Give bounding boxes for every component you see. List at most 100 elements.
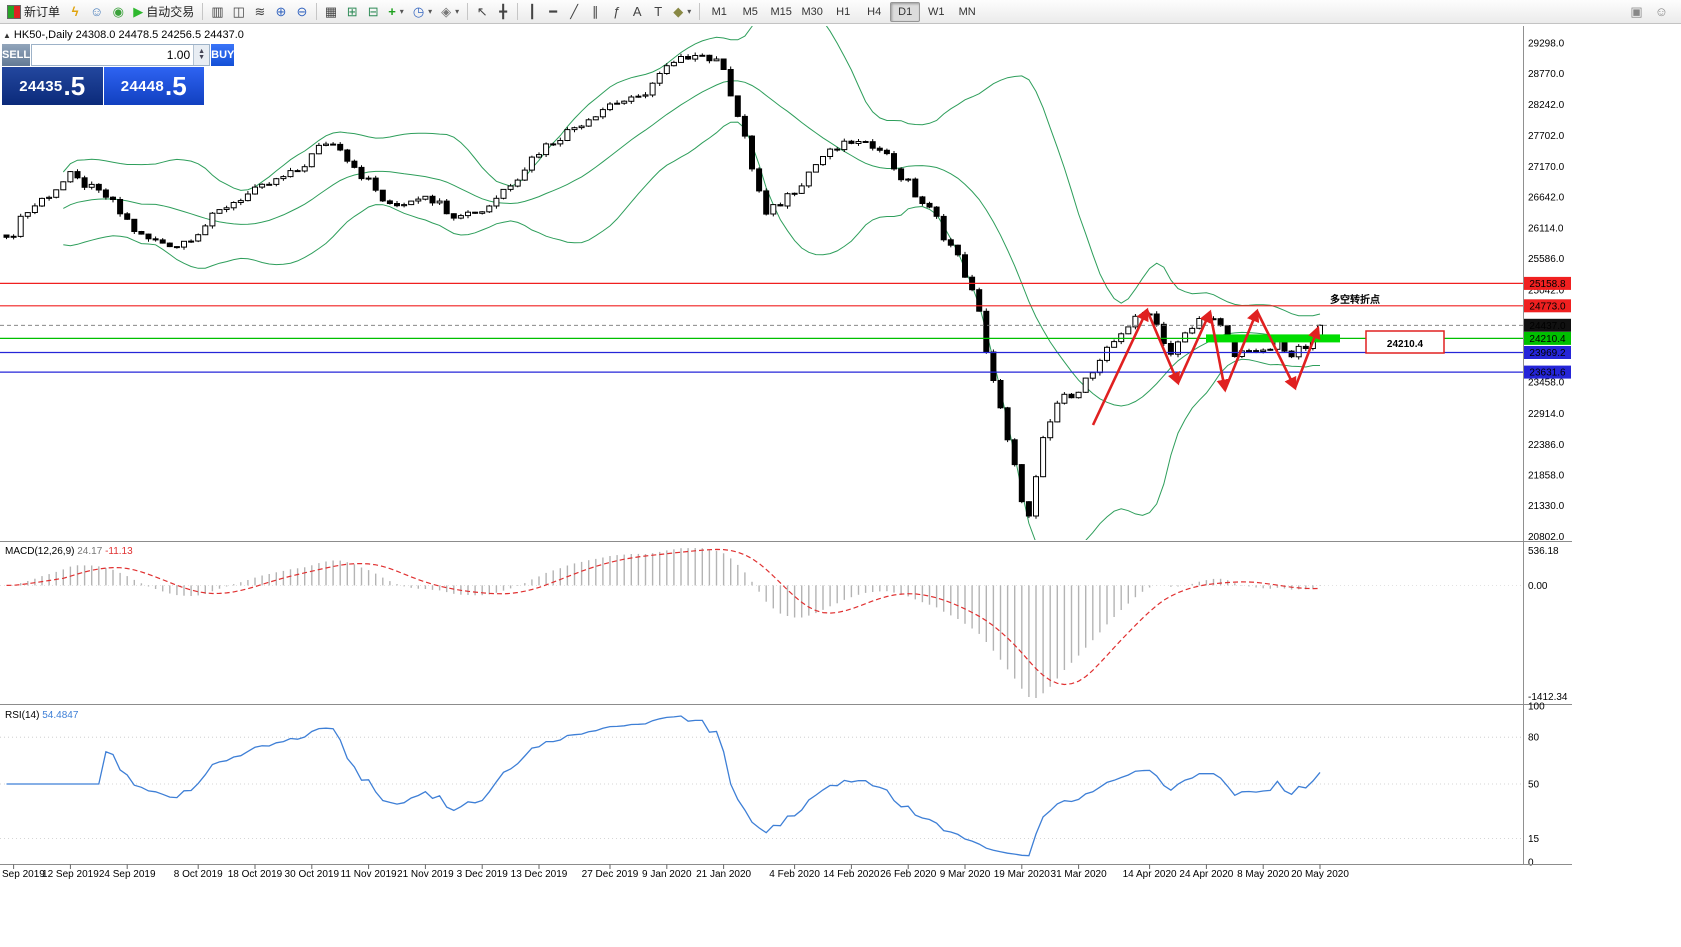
svg-text:0.00: 0.00	[1528, 581, 1548, 592]
community-button[interactable]: ☺	[86, 2, 107, 22]
timeframe-W1[interactable]: W1	[927, 5, 945, 18]
volume-down-icon[interactable]: ▼	[198, 54, 206, 61]
text-button[interactable]: A	[627, 2, 647, 22]
auto-trading-button[interactable]: ▶ 自动交易	[129, 2, 198, 22]
svg-text:23458.0: 23458.0	[1528, 378, 1565, 389]
sell-button[interactable]: SELL	[2, 44, 31, 66]
chat-icon: ▣	[1630, 4, 1643, 19]
timeframe-M15[interactable]: M15	[770, 5, 792, 18]
text-label-button[interactable]: T	[648, 2, 668, 22]
horizontal-line-button[interactable]: ━	[543, 2, 563, 22]
price-tag-23969.2[interactable]: 23969.2	[1524, 346, 1571, 359]
candlestick-button[interactable]: ◫	[229, 2, 249, 22]
periods-button[interactable]: ◷ ▾	[409, 2, 436, 22]
timeframe-M5[interactable]: M5	[742, 5, 758, 18]
svg-text:14 Apr 2020: 14 Apr 2020	[1123, 869, 1177, 880]
svg-text:80: 80	[1528, 733, 1540, 744]
annotation-text[interactable]: 多空转折点	[1330, 293, 1380, 306]
toolbar-right-group: ▣ ☺	[1626, 2, 1678, 22]
timeframe-M1[interactable]: M1	[711, 5, 727, 18]
volume-input[interactable]	[32, 45, 194, 65]
svg-text:21 Jan 2020: 21 Jan 2020	[696, 869, 751, 880]
svg-text:24210.4: 24210.4	[1387, 339, 1424, 350]
svg-text:26 Feb 2020: 26 Feb 2020	[880, 869, 937, 880]
new-order-icon	[7, 4, 21, 19]
bar-chart-button[interactable]: ▥	[207, 2, 227, 22]
volume-up-icon[interactable]: ▲	[198, 48, 206, 55]
crosshair-button[interactable]: ╋	[493, 2, 513, 22]
line-chart-icon: ≋	[254, 4, 266, 19]
timeframe-H1[interactable]: H1	[836, 5, 851, 18]
profile-button[interactable]: ☺	[1651, 2, 1672, 22]
alerts-button[interactable]: ϟ	[65, 2, 85, 22]
svg-text:23969.2: 23969.2	[1529, 348, 1566, 359]
top-toolbar: 新订单 ϟ ☺ ◉ ▶ 自动交易 ▥ ◫ ≋ ⊕ ⊖ ▦ ⊞ ⊟ + ▾ ◷ ▾ ◈…	[0, 0, 1681, 24]
trendline-button[interactable]: ╱	[564, 2, 584, 22]
price-axis-labels: 29298.0 28770.0 28242.0 27702.0 27170.0 26642…	[1528, 39, 1565, 543]
price-tag-25158.8[interactable]: 25158.8	[1524, 276, 1571, 290]
chevron-down-icon: ▾	[428, 7, 433, 16]
timeframe-M30[interactable]: M30	[801, 5, 823, 18]
text-label-icon: T	[654, 4, 663, 19]
person-icon: ☺	[90, 4, 104, 19]
svg-text:21330.0: 21330.0	[1528, 501, 1565, 512]
buy-price-main: 24448	[120, 77, 165, 95]
timeframe-H4[interactable]: H4	[867, 5, 882, 18]
buy-price-display[interactable]: 24448.5	[103, 67, 204, 105]
price-tag-23631.6[interactable]: 23631.6	[1524, 365, 1571, 379]
timeframe-D1[interactable]: D1	[890, 1, 921, 22]
trend-arrows[interactable]	[1091, 307, 1321, 426]
price-tag-24437.0[interactable]: 24437.0	[1524, 318, 1571, 332]
volume-stepper[interactable]: ▲ ▼	[31, 44, 211, 66]
svg-text:3 Dec 2019: 3 Dec 2019	[457, 869, 509, 880]
lightning-icon: ϟ	[71, 4, 79, 19]
timeframe-MN[interactable]: MN	[958, 5, 976, 18]
highlight-zone[interactable]	[1206, 334, 1340, 343]
svg-text:30 Oct 2019: 30 Oct 2019	[285, 869, 340, 880]
vertical-line-button[interactable]: ┃	[522, 2, 542, 22]
svg-text:23631.6: 23631.6	[1529, 368, 1566, 379]
buy-price-frac: .5	[165, 71, 187, 101]
svg-text:11 Nov 2019: 11 Nov 2019	[341, 869, 397, 880]
price-tag-24210.4[interactable]: 24210.4	[1524, 331, 1571, 345]
cursor-button[interactable]: ↖	[472, 2, 492, 22]
fibonacci-button[interactable]: ƒ	[606, 2, 626, 22]
price-axis[interactable]	[1523, 26, 1583, 864]
chat-button[interactable]: ▣	[1626, 2, 1646, 22]
shapes-button[interactable]: ◆ ▾	[669, 2, 695, 22]
cascade-windows-button[interactable]: ⊟	[363, 2, 383, 22]
line-chart-button[interactable]: ≋	[250, 2, 270, 22]
cursor-icon: ↖	[476, 4, 488, 19]
channel-button[interactable]: ∥	[585, 2, 605, 22]
grid-button[interactable]: ▦	[321, 2, 341, 22]
tile-windows-button[interactable]: ⊞	[342, 2, 362, 22]
svg-text:26114.0: 26114.0	[1528, 223, 1564, 234]
rsi-level-lines	[0, 736, 1523, 839]
svg-text:24210.4: 24210.4	[1529, 334, 1566, 345]
svg-text:28242.0: 28242.0	[1528, 100, 1565, 111]
new-order-button[interactable]: 新订单	[3, 2, 64, 22]
sell-price-display[interactable]: 24435.5	[2, 67, 103, 105]
shapes-icon: ◆	[673, 4, 684, 19]
svg-text:14 Feb 2020: 14 Feb 2020	[823, 869, 880, 880]
plus-icon: +	[388, 4, 396, 19]
zoom-in-button[interactable]: ⊕	[271, 2, 291, 22]
rsi-line	[6, 715, 1321, 857]
zoom-out-button[interactable]: ⊖	[292, 2, 312, 22]
collapse-arrow-icon[interactable]: ▲	[3, 30, 11, 40]
buy-button[interactable]: BUY	[211, 44, 235, 66]
indicators-button[interactable]: + ▾	[384, 2, 408, 22]
bollinger-upper-band	[62, 26, 1321, 317]
svg-text:25586.0: 25586.0	[1528, 254, 1565, 265]
svg-text:26642.0: 26642.0	[1528, 193, 1565, 204]
broadcast-button[interactable]: ◉	[108, 2, 128, 22]
price-tag-24773.0[interactable]: 24773.0	[1524, 299, 1571, 313]
toolbar-separator	[699, 3, 701, 20]
svg-text:536.18: 536.18	[1528, 546, 1559, 557]
price-callout[interactable]: 24210.4	[1365, 330, 1445, 354]
svg-text:20 May 2020: 20 May 2020	[1291, 869, 1349, 880]
templates-button[interactable]: ◈ ▾	[437, 2, 463, 22]
svg-text:25042.0: 25042.0	[1528, 286, 1565, 297]
